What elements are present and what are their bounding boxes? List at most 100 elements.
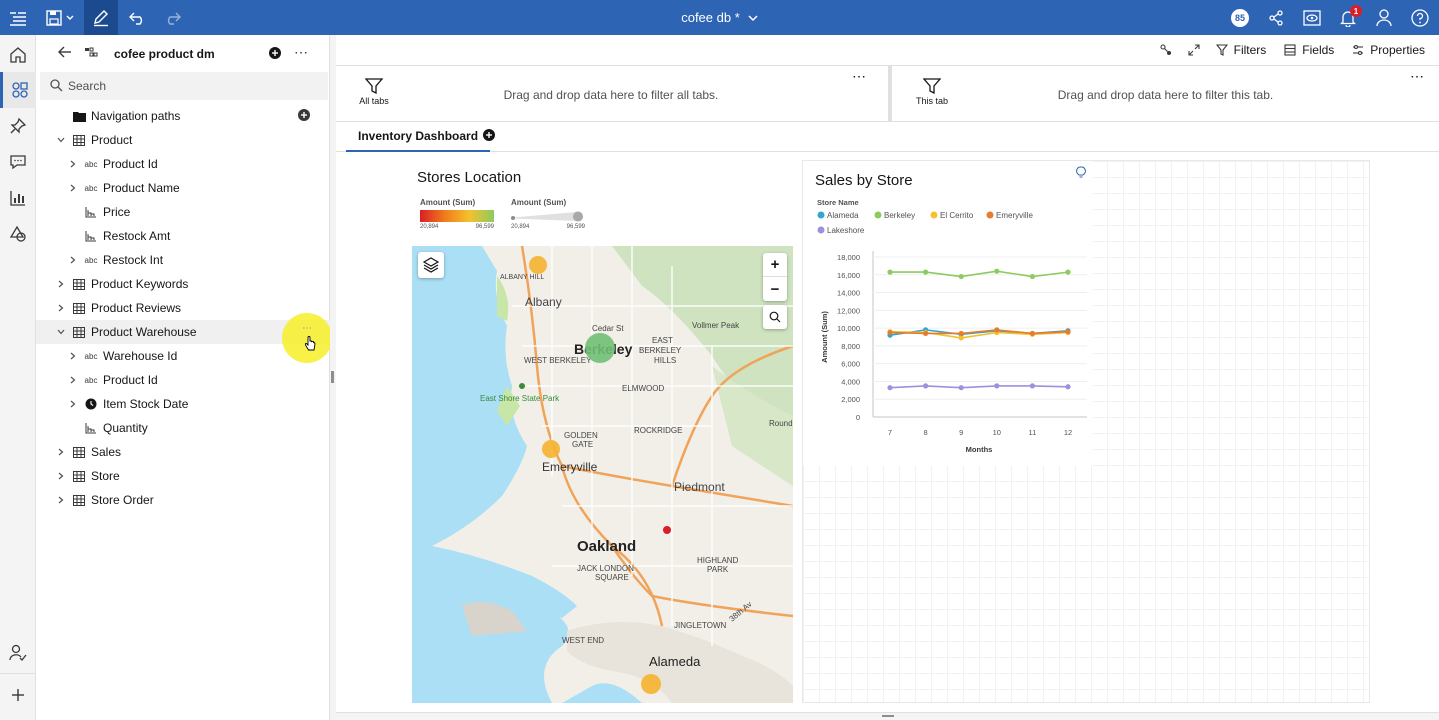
search-icon	[50, 79, 63, 95]
zoom-in-button[interactable]: +	[763, 253, 787, 277]
fields-button[interactable]: Fields	[1284, 43, 1334, 57]
chevron-right-icon[interactable]	[68, 159, 78, 169]
lightbulb-icon[interactable]	[1076, 166, 1086, 182]
filter-divider[interactable]	[888, 66, 892, 122]
tree-item[interactable]: Product Warehouse	[36, 320, 330, 344]
chevron-right-icon[interactable]	[56, 303, 66, 313]
add-navigation-path-icon[interactable]	[298, 109, 310, 124]
back-arrow-icon[interactable]	[58, 46, 72, 61]
add-source-icon[interactable]	[269, 47, 281, 62]
data-point	[923, 269, 929, 275]
connect-icon[interactable]	[1160, 44, 1172, 56]
chevron-right-icon[interactable]	[68, 399, 78, 409]
data-point	[887, 385, 893, 391]
properties-button[interactable]: Properties	[1352, 43, 1425, 57]
map-view[interactable]: Albany Berkeley Emeryville Piedmont Oakl…	[412, 246, 793, 703]
chart-panel: Sales by Store Store Name Alameda Berkeley E…	[803, 161, 1093, 466]
map-svg: Albany Berkeley Emeryville Piedmont Oakl…	[412, 246, 793, 703]
store-marker-oakland	[663, 526, 671, 534]
sales-by-store-widget[interactable]: Sales by Store Store Name Alameda Berkeley E…	[802, 160, 1370, 703]
home-icon[interactable]	[0, 37, 36, 73]
search-input[interactable]: Search	[40, 72, 328, 100]
tree-item[interactable]: abc Product Id	[36, 152, 330, 176]
chart-icon[interactable]	[0, 180, 36, 216]
tree-item[interactable]: Product	[36, 128, 330, 152]
data-icon[interactable]	[0, 72, 36, 108]
legend-swatch	[817, 211, 825, 219]
bottom-scrollbar[interactable]	[336, 712, 1439, 720]
label-west-berkeley: WEST BERKELEY	[524, 356, 592, 365]
tree-item[interactable]: abc Product Id	[36, 368, 330, 392]
chevron-down-icon[interactable]	[748, 14, 758, 21]
this-tab-filter-zone[interactable]: This tab Drag and drop data here to filt…	[892, 66, 1439, 122]
layers-icon[interactable]	[418, 252, 444, 278]
data-point	[887, 269, 893, 275]
splitter-handle[interactable]	[331, 371, 334, 383]
chevron-down-icon[interactable]	[56, 135, 66, 145]
chevron-right-icon[interactable]	[56, 279, 66, 289]
all-tabs-drop-text: Drag and drop data here to filter all ta…	[503, 88, 719, 102]
tree-item[interactable]: abc Warehouse Id	[36, 344, 330, 368]
tree-item[interactable]: Store	[36, 464, 330, 488]
undo-icon[interactable]	[124, 0, 152, 35]
chevron-down-icon[interactable]	[56, 327, 66, 337]
help-icon[interactable]	[1408, 0, 1432, 35]
redo-icon[interactable]	[158, 0, 186, 35]
tree-item[interactable]: Price	[36, 200, 330, 224]
bell-icon[interactable]: 1	[1336, 0, 1362, 35]
left-rail	[0, 35, 36, 720]
share-icon[interactable]	[1264, 0, 1288, 35]
filters-button[interactable]: Filters	[1215, 43, 1266, 57]
sliders-icon	[1353, 44, 1364, 56]
chevron-right-icon[interactable]	[56, 471, 66, 481]
save-button[interactable]	[42, 0, 78, 35]
chevron-right-icon[interactable]	[68, 375, 78, 385]
all-tabs-more-icon[interactable]: ⋯	[852, 68, 866, 84]
tree-item[interactable]: Store Order	[36, 488, 330, 512]
tree-item[interactable]: abc Product Name	[36, 176, 330, 200]
filter-icon	[364, 78, 384, 95]
x-tick-label: 12	[1064, 428, 1072, 437]
tree-item[interactable]: abc Restock Int	[36, 248, 330, 272]
measure-icon	[84, 205, 98, 219]
map-search-icon[interactable]	[763, 305, 787, 329]
zoom-out-button[interactable]: −	[770, 280, 780, 298]
tree-item[interactable]: Sales	[36, 440, 330, 464]
user-icon[interactable]	[1372, 0, 1396, 35]
comment-icon[interactable]	[0, 144, 36, 180]
row-more-icon[interactable]: ⋯	[302, 323, 312, 334]
tree-item[interactable]: Navigation paths	[36, 104, 330, 128]
avatar[interactable]: 85	[1228, 0, 1252, 35]
view-icon[interactable]	[1300, 0, 1324, 35]
this-tab-more-icon[interactable]: ⋯	[1410, 68, 1424, 84]
tree-item-label: Restock Int	[103, 253, 164, 267]
stores-location-widget[interactable]: Stores Location Amount (Sum) 20,894 96,5…	[408, 160, 798, 703]
tree-item[interactable]: Item Stock Date	[36, 392, 330, 416]
panel-splitter[interactable]	[330, 35, 336, 720]
tree-item-label: Warehouse Id	[103, 349, 178, 363]
chevron-right-icon[interactable]	[68, 183, 78, 193]
tree-item[interactable]: Restock Amt	[36, 224, 330, 248]
menu-icon[interactable]	[4, 0, 32, 35]
chevron-right-icon[interactable]	[68, 351, 78, 361]
add-tab-icon[interactable]	[483, 129, 495, 144]
dashboard-title[interactable]: cofee db *	[681, 10, 740, 25]
pin-icon[interactable]	[0, 108, 36, 144]
tree-item[interactable]: Product Reviews	[36, 296, 330, 320]
tree-item[interactable]: Quantity	[36, 416, 330, 440]
tree-item[interactable]: Product Keywords	[36, 272, 330, 296]
expand-icon[interactable]	[1188, 44, 1200, 56]
all-tabs-filter-zone[interactable]: All tabs Drag and drop data here to filt…	[336, 66, 886, 122]
bottom-handle[interactable]	[882, 715, 894, 717]
user-check-icon[interactable]	[0, 635, 36, 671]
chart-title: Sales by Store	[815, 172, 913, 189]
chevron-right-icon[interactable]	[68, 255, 78, 265]
label-east-shore: East Shore State Park	[480, 394, 560, 403]
add-icon[interactable]	[0, 677, 36, 713]
edit-icon[interactable]	[84, 0, 118, 35]
tab-inventory-dashboard[interactable]: Inventory Dashboard	[346, 122, 491, 152]
chevron-right-icon[interactable]	[56, 447, 66, 457]
chevron-right-icon[interactable]	[56, 495, 66, 505]
more-options-icon[interactable]: ⋯	[294, 44, 308, 60]
shapes-icon[interactable]	[0, 216, 36, 252]
